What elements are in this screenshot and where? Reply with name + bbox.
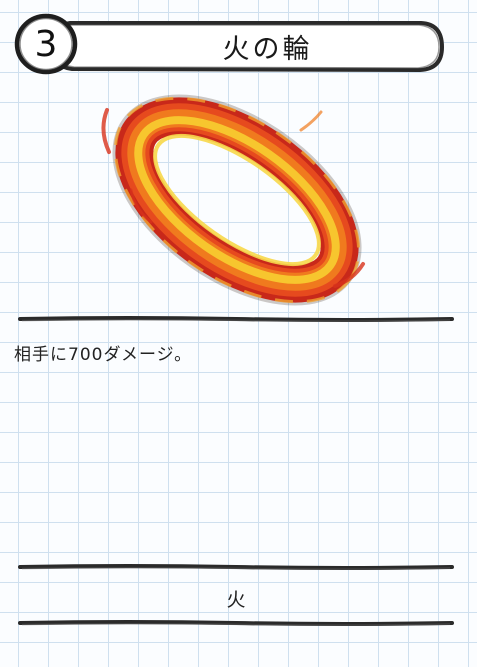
element-label: 火 (226, 588, 246, 611)
title-bar: 火の輪 (50, 17, 445, 75)
fire-ring-icon (101, 94, 365, 306)
effect-text: 相手に700ダメージ。 (14, 345, 193, 365)
cost-value: 3 (34, 23, 58, 65)
element-top-divider (18, 564, 454, 570)
cost-badge: 3 (14, 13, 78, 75)
card-title: 火の輪 (222, 33, 313, 65)
cost-circle (14, 13, 78, 75)
element-bottom-divider (18, 620, 454, 626)
artwork-divider (18, 316, 454, 322)
